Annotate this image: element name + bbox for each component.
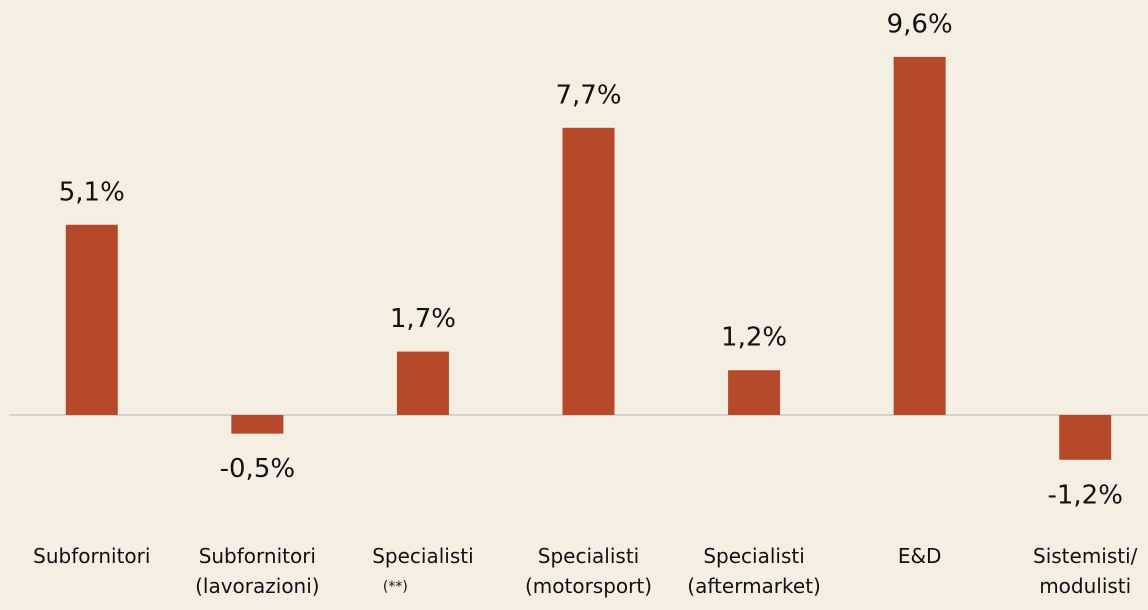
x-tick-label: Specialisti (aftermarket)	[687, 544, 821, 598]
value-label: 9,6%	[887, 9, 953, 39]
x-tick-label: Subfornitori (lavorazioni)	[195, 544, 320, 598]
x-tick-label: Subfornitori	[33, 544, 150, 568]
x-tick-label: Sistemisti/modulisti	[1033, 544, 1138, 598]
value-label: 5,1%	[59, 177, 125, 207]
bar	[728, 370, 781, 415]
x-tick-label: E&D	[898, 544, 942, 568]
bar	[1059, 415, 1112, 460]
bar	[65, 224, 118, 415]
bar	[231, 415, 284, 434]
x-tick-label: Specialisti (**)	[372, 544, 473, 596]
bar	[562, 127, 615, 415]
x-tick-label: Specialisti (motorsport)	[525, 544, 652, 598]
bar	[396, 351, 449, 415]
value-label: 1,2%	[721, 323, 787, 353]
value-label: 7,7%	[555, 80, 621, 110]
bar	[893, 56, 946, 416]
value-label: -0,5%	[220, 454, 295, 484]
value-label: 1,7%	[390, 304, 456, 334]
value-label: -1,2%	[1047, 480, 1122, 510]
